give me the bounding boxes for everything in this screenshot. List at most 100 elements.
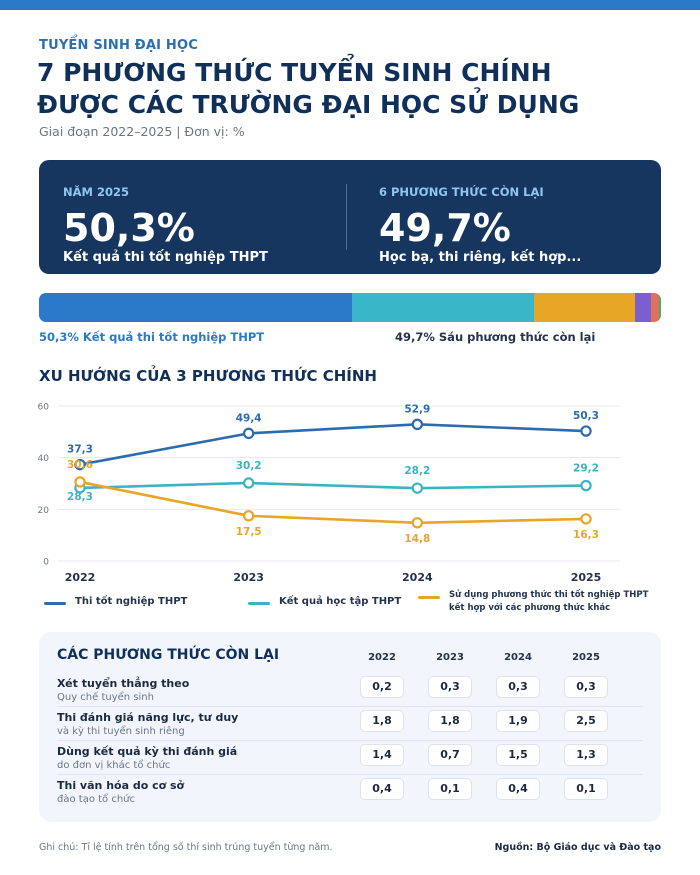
data-label-0-1: 49,4 (236, 412, 262, 424)
section-kicker: TUYỂN SINH ĐẠI HỌC (39, 38, 198, 53)
x-tick-label: 2025 (571, 571, 602, 583)
legend-label-academic-record: Kết quả học tập THPT (279, 596, 402, 607)
data-point-2-0 (74, 476, 86, 488)
footnote: Ghi chú: Tỉ lệ tính trên tổng số thí sin… (39, 842, 333, 853)
method-value-cell: 1,8 (428, 710, 472, 732)
y-tick-label: 60 (38, 403, 50, 413)
data-label-1-2: 28,2 (404, 465, 430, 477)
source-credit: Nguồn: Bộ Giáo dục và Đào tạo (494, 842, 661, 853)
method-value-cell: 2,5 (564, 710, 608, 732)
method-row-subtitle: do đơn vị khác tổ chức (57, 760, 171, 771)
page-subtitle: Giai đoạn 2022–2025 | Đơn vị: % (39, 124, 245, 139)
table-row-divider (57, 774, 643, 775)
hero-left-value: 50,3% (63, 206, 195, 250)
table-year-header: 2022 (368, 652, 396, 663)
x-tick-label: 2024 (402, 571, 433, 583)
method-row-title: Thi văn hóa do cơ sở (57, 779, 185, 792)
stacked-bar-segment-3 (635, 293, 652, 322)
top-accent-bar (0, 0, 700, 10)
stacked-bar-caption-left: 50,3% Kết quả thi tốt nghiệp THPT (39, 330, 265, 344)
data-point-0-2 (411, 418, 424, 431)
method-value-cell: 0,2 (360, 676, 404, 698)
x-tick-label: 2023 (233, 571, 264, 583)
method-row-title: Dùng kết quả kỳ thi đánh giá (57, 745, 238, 758)
x-tick-label: 2022 (65, 571, 96, 583)
method-value-cell: 0,3 (428, 676, 472, 698)
stacked-bar-segment-5 (659, 293, 661, 322)
data-point-2-3 (580, 513, 592, 525)
data-label-1-1: 30,2 (236, 460, 262, 472)
data-label-0-2: 52,9 (404, 403, 430, 415)
y-tick-label: 20 (38, 506, 50, 516)
legend-label-thpt-exam: Thi tốt nghiệp THPT (75, 596, 188, 607)
other-methods-panel: CÁC PHƯƠNG THỨC CÒN LẠI 2022 2023 2024 2025… (39, 632, 661, 822)
stacked-bar-caption-right: 49,7% Sáu phương thức còn lại (395, 330, 596, 344)
legend-label-combined-line-1: Sử dụng phương thức thi tốt nghiệp THPT (449, 590, 649, 600)
method-value-cell: 0,3 (496, 676, 540, 698)
table-row-divider (57, 740, 643, 741)
data-point-1-2 (411, 482, 424, 494)
hero-right-value: 49,7% (379, 206, 511, 250)
method-row-title: Xét tuyển thẳng theo (57, 677, 190, 690)
data-label-0-0: 37,3 (67, 444, 93, 456)
table-row-divider (57, 706, 643, 707)
data-point-1-3 (580, 479, 592, 492)
data-point-2-2 (411, 517, 424, 529)
series-line-0 (78, 423, 588, 466)
table-year-header: 2024 (504, 652, 532, 663)
data-point-2-1 (242, 510, 255, 522)
data-point-0-3 (580, 425, 592, 437)
method-value-cell: 1,9 (496, 710, 540, 732)
page-title-line-1: 7 PHƯƠNG THỨC TUYỂN SINH CHÍNH (37, 58, 552, 87)
other-methods-title: CÁC PHƯƠNG THỨC CÒN LẠI (57, 647, 280, 663)
method-value-cell: 0,1 (564, 778, 608, 800)
method-value-cell: 0,3 (564, 676, 608, 698)
legend-label-combined-method: Sử dụng phương thức thi tốt nghiệp THPT … (449, 589, 648, 615)
method-value-cell: 1,5 (496, 744, 540, 766)
method-row-title: Thi đánh giá năng lực, tư duy (57, 711, 239, 724)
legend-label-combined-line-2: kết hợp với các phương thức khác (449, 603, 611, 613)
method-value-cell: 1,8 (360, 710, 404, 732)
hero-right-label: 6 PHƯƠNG THỨC CÒN LẠI (379, 185, 544, 199)
method-value-cell: 1,4 (360, 744, 404, 766)
data-point-0-1 (242, 427, 255, 440)
page-title-line-2: ĐƯỢC CÁC TRƯỜNG ĐẠI HỌC SỬ DỤNG (37, 90, 580, 119)
method-value-cell: 0,7 (428, 744, 472, 766)
method-row-subtitle: và kỳ thi tuyển sinh riêng (57, 726, 185, 737)
method-value-cell: 0,1 (428, 778, 472, 800)
legend-item-academic-record: Kết quả học tập THPT (248, 595, 401, 609)
chart-legend: Thi tốt nghiệp THPT Kết quả học tập THPT… (44, 589, 664, 619)
data-label-2-2: 14,8 (404, 533, 430, 545)
data-point-1-1 (242, 477, 255, 489)
hero-summary-card: NĂM 2025 50,3% Kết quả thi tốt nghiệp TH… (39, 160, 661, 274)
method-value-cell: 0,4 (360, 778, 404, 800)
hero-divider (346, 184, 347, 250)
data-label-2-1: 17,5 (236, 526, 262, 538)
stacked-bar-segment-0 (39, 293, 353, 322)
method-row-subtitle: đào tạo tổ chức (57, 794, 136, 805)
method-value-cell: 0,4 (496, 778, 540, 800)
method-row-subtitle: Quy chế tuyển sinh (57, 692, 154, 703)
page-title: 7 PHƯƠNG THỨC TUYỂN SINH CHÍNH ĐƯỢC CÁC … (37, 57, 677, 121)
hero-right-description: Học bạ, thi riêng, kết hợp... (379, 250, 582, 265)
hero-left-label: NĂM 2025 (63, 185, 129, 199)
method-value-cell: 1,3 (564, 744, 608, 766)
trend-section-title: XU HƯỚNG CỦA 3 PHƯƠNG THỨC CHÍNH (39, 367, 377, 385)
hero-left-description: Kết quả thi tốt nghiệp THPT (63, 250, 268, 265)
legend-item-thpt-exam: Thi tốt nghiệp THPT (44, 595, 187, 609)
series-line-2 (78, 480, 588, 525)
data-label-1-0: 28,3 (67, 491, 93, 503)
series-line-1 (78, 481, 588, 490)
table-year-header: 2023 (436, 652, 464, 663)
stacked-bar-segment-2 (533, 293, 636, 322)
legend-swatch-academic-record (248, 602, 270, 605)
data-label-1-3: 29,2 (573, 463, 599, 475)
y-tick-label: 40 (38, 454, 50, 464)
y-tick-label: 0 (43, 558, 49, 568)
stacked-bar-segment-1 (352, 293, 534, 322)
legend-swatch-thpt-exam (44, 602, 66, 605)
legend-item-combined-method: Sử dụng phương thức thi tốt nghiệp THPT … (418, 589, 648, 615)
share-stacked-bar (39, 293, 661, 322)
data-label-2-3: 16,3 (573, 529, 599, 541)
stacked-bar-segment-4 (651, 293, 660, 322)
